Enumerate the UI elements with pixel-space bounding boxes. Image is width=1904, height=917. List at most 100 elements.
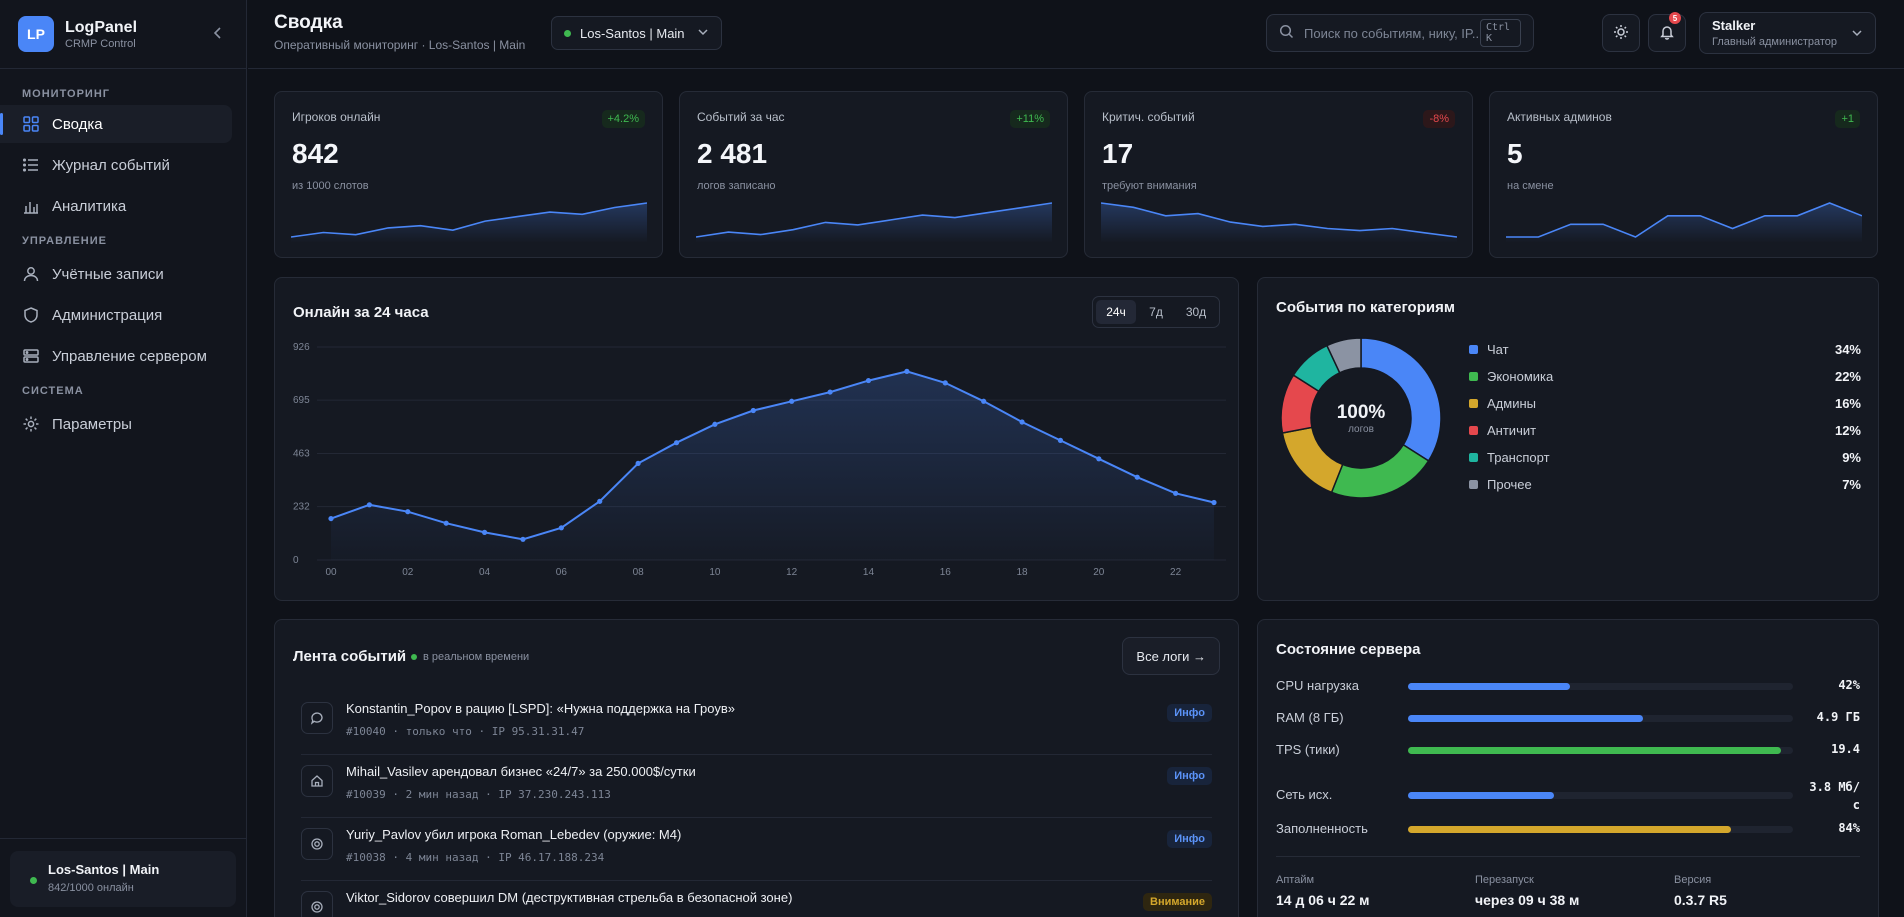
metric-cpu: CPU нагрузка 42% xyxy=(1276,675,1860,699)
sparkline-area xyxy=(1101,203,1457,243)
stat-card-admins: Активных админов 5 на смене +1 xyxy=(1489,91,1878,258)
collapse-sidebar-button[interactable] xyxy=(208,24,228,45)
metric-value: 84% xyxy=(1838,821,1860,835)
server-name: Los-Santos | Main xyxy=(48,862,160,877)
online-point xyxy=(558,525,564,531)
feed-item[interactable]: Yuriy_Pavlov убил игрока Roman_Lebedev (… xyxy=(301,818,1212,881)
sidebar: LP LogPanel CRMP Control МОНИТОРИНГ Свод… xyxy=(0,0,247,917)
legend-swatch xyxy=(1469,399,1478,408)
y-tick-label: 926 xyxy=(293,342,310,353)
feed-item[interactable]: Mihail_Vasilev арендовал бизнес «24/7» з… xyxy=(301,755,1212,818)
legend-swatch xyxy=(1469,345,1478,354)
online-point xyxy=(827,389,833,395)
live-dot xyxy=(411,654,417,660)
online-point xyxy=(1096,456,1102,462)
metric-value: 19.4 xyxy=(1831,742,1860,756)
sidebar-item-events[interactable]: Журнал событий xyxy=(0,146,246,184)
feed-item-meta: #10040 · только что · IP 95.31.31.47 xyxy=(346,725,585,738)
legend-item: Экономика 22% xyxy=(1469,363,1861,390)
stat-sub: из 1000 слотов xyxy=(292,180,369,192)
legend-pct: 12% xyxy=(1834,423,1861,438)
shield-icon xyxy=(22,306,40,324)
notifications-button[interactable]: 5 xyxy=(1648,12,1686,52)
version: Версия 0.3.7 R5 xyxy=(1674,874,1727,908)
online-point xyxy=(443,520,449,526)
online-point xyxy=(981,398,987,404)
sparkline xyxy=(1101,202,1457,243)
online-point xyxy=(597,498,603,504)
online-point xyxy=(1173,490,1179,496)
y-tick-label: 232 xyxy=(293,502,310,513)
feed-item[interactable]: Konstantin_Popov в рацию [LSPD]: «Нужна … xyxy=(301,692,1212,755)
donut-slice xyxy=(1330,443,1430,499)
stat-card-events: Событий за час 2 481 логов записано +11% xyxy=(679,91,1068,258)
sparkline xyxy=(291,202,647,243)
nav-section-system: СИСТЕМА xyxy=(22,385,84,397)
sidebar-divider xyxy=(0,838,246,839)
stat-value: 17 xyxy=(1102,138,1134,169)
all-logs-button[interactable]: Все логи → xyxy=(1122,637,1220,675)
sidebar-item-server-management[interactable]: Управление сервером xyxy=(0,337,246,375)
y-tick-label: 695 xyxy=(293,395,310,406)
sidebar-item-administration[interactable]: Администрация xyxy=(0,296,246,334)
online-point xyxy=(673,440,680,446)
uptime: Аптайм 14 д 06 ч 22 м xyxy=(1276,874,1370,908)
search-box[interactable]: Ctrl K xyxy=(1266,14,1534,52)
legend-item: Админы 16% xyxy=(1469,390,1861,417)
x-tick-label: 12 xyxy=(786,567,798,578)
server-select[interactable]: Los-Santos | Main xyxy=(551,16,722,50)
y-tick-label: 0 xyxy=(293,555,299,566)
brand: LP LogPanel CRMP Control xyxy=(0,0,246,69)
stat-value: 5 xyxy=(1507,138,1523,169)
feed-item-badge: Внимание xyxy=(1143,893,1212,911)
tab-30d[interactable]: 30д xyxy=(1185,305,1207,319)
nav-section-management: УПРАВЛЕНИЕ xyxy=(22,235,107,247)
sparkline xyxy=(696,202,1052,243)
online-point xyxy=(520,536,526,542)
legend-swatch xyxy=(1469,453,1478,462)
sidebar-item-label: Управление сервером xyxy=(52,347,207,365)
feed-item[interactable]: Viktor_Sidorov совершил DM (деструктивна… xyxy=(301,881,1212,917)
metric-tps: TPS (тики) 19.4 xyxy=(1276,739,1860,763)
metric-value: 4.9 ГБ xyxy=(1816,710,1860,724)
theme-toggle-button[interactable] xyxy=(1602,14,1640,52)
legend-pct: 34% xyxy=(1834,342,1861,357)
sun-icon xyxy=(1613,24,1629,43)
online-point xyxy=(1019,419,1025,425)
legend-swatch xyxy=(1469,372,1478,381)
sidebar-item-label: Параметры xyxy=(52,415,132,433)
sidebar-item-settings[interactable]: Параметры xyxy=(0,405,246,443)
metric-value: 3.8 Мб/с xyxy=(1809,780,1860,812)
legend-label: Прочее xyxy=(1487,477,1532,492)
search-input[interactable] xyxy=(1304,25,1480,41)
feed-item-title: Konstantin_Popov в рацию [LSPD]: «Нужна … xyxy=(346,701,735,716)
tab-7d[interactable]: 7д xyxy=(1149,305,1163,319)
online-area-chart: 0 232 463 695 926 00 02 04 06 08 10 12 14 16 18 20 22 xyxy=(293,342,1226,578)
live-label: в реальном времени xyxy=(423,651,530,663)
sparkline-area xyxy=(291,203,647,243)
legend-pct: 9% xyxy=(1842,450,1861,465)
stat-sub: на смене xyxy=(1507,180,1554,192)
sparkline-line xyxy=(696,202,1052,238)
online-point xyxy=(405,509,411,515)
metric-label: Заполненность xyxy=(1276,821,1368,836)
server-status-card[interactable]: Los-Santos | Main 842/1000 онлайн xyxy=(10,851,236,907)
sidebar-item-analytics[interactable]: Аналитика xyxy=(0,187,246,225)
user-menu[interactable]: Stalker Главный администратор xyxy=(1699,12,1876,54)
x-tick-label: 16 xyxy=(940,567,952,578)
legend-label: Транспорт xyxy=(1487,450,1550,465)
sidebar-item-accounts[interactable]: Учётные записи xyxy=(0,255,246,293)
online-point xyxy=(1057,437,1064,443)
header: Сводка Оперативный мониторинг · Los-Sant… xyxy=(248,0,1904,69)
feed-item-badge: Инфо xyxy=(1167,767,1212,785)
online-point xyxy=(1211,499,1217,506)
chevron-down-icon xyxy=(697,26,709,41)
server-state-title: Состояние сервера xyxy=(1276,641,1421,658)
y-tick-label: 463 xyxy=(293,449,310,460)
sidebar-item-summary[interactable]: Сводка xyxy=(0,105,232,143)
brand-sub: CRMP Control xyxy=(65,37,136,50)
page-subtitle: Оперативный мониторинг · Los-Santos | Ma… xyxy=(274,38,526,52)
tab-24h[interactable]: 24ч xyxy=(1096,300,1136,324)
target-icon xyxy=(301,828,333,860)
sparkline-line xyxy=(1101,202,1457,238)
